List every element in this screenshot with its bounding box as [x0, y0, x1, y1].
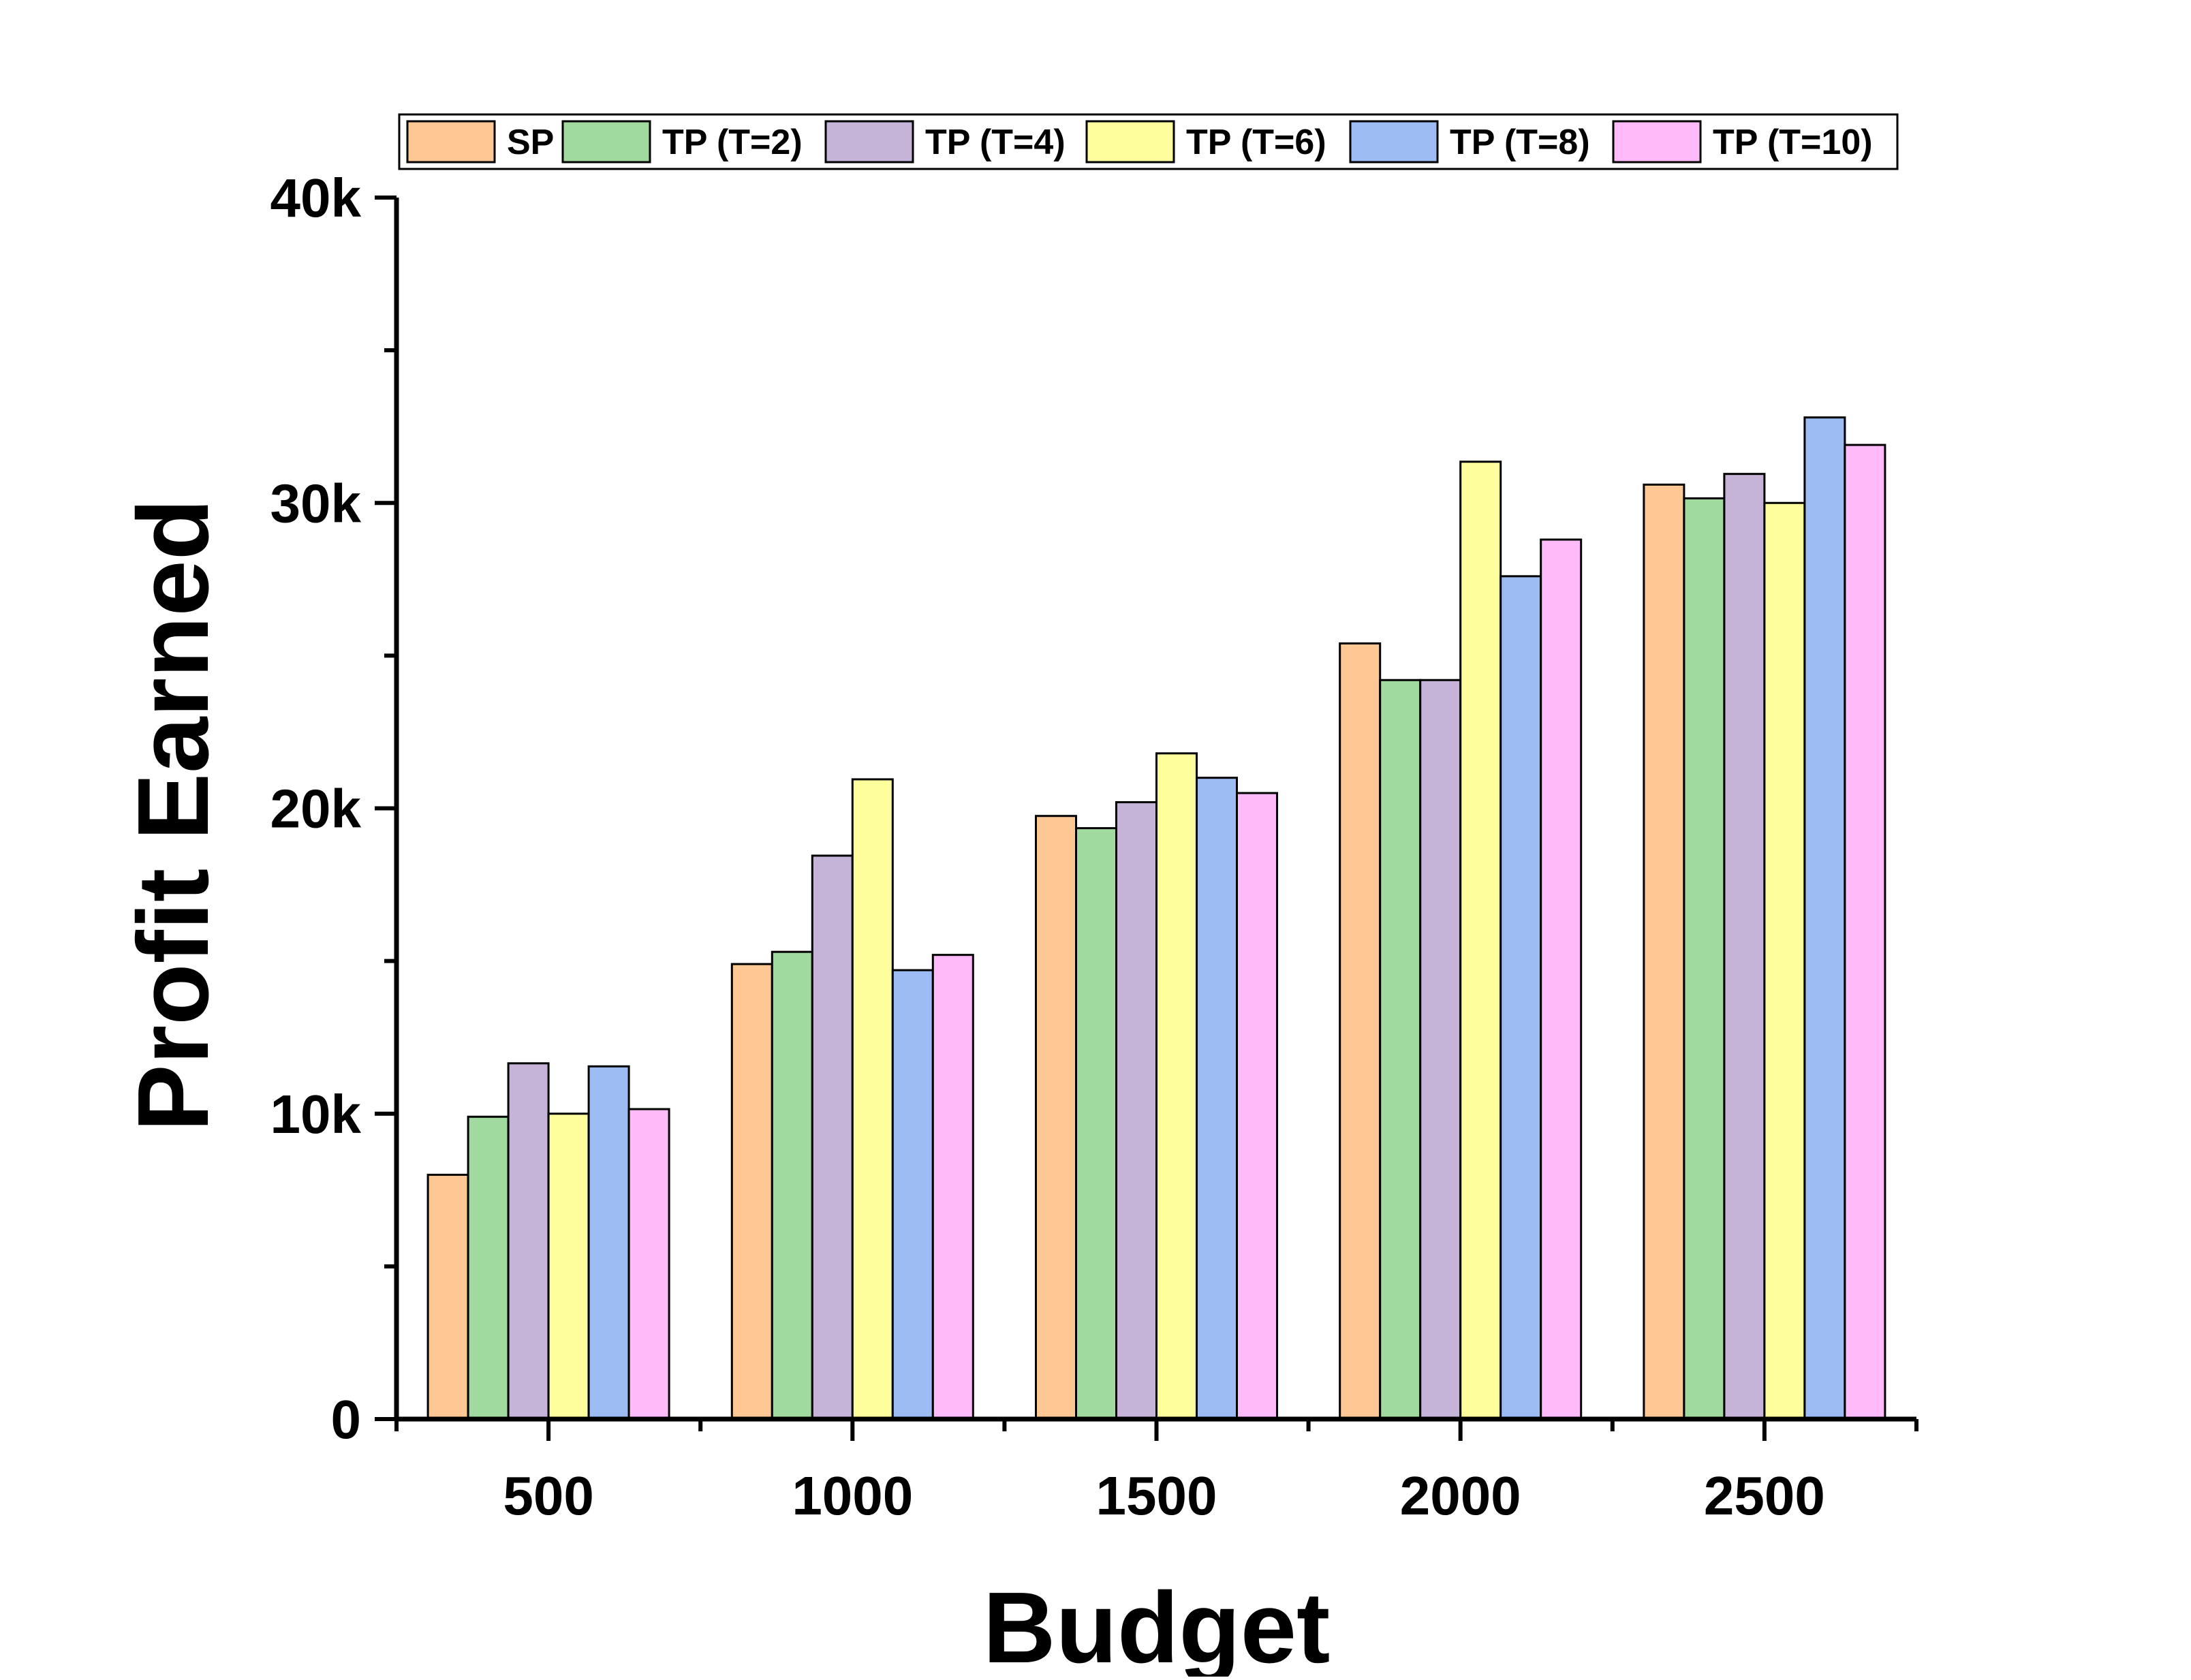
- bar-sp-1000: [730, 963, 773, 1420]
- bar-tp-t-8-2000: [1499, 575, 1542, 1420]
- legend-label-tp-t-6: TP (T=6): [1186, 123, 1326, 162]
- bar-tp-t-4-2000: [1419, 679, 1462, 1420]
- x-tick-label: 500: [503, 1465, 593, 1526]
- bar-sp-2000: [1339, 642, 1382, 1420]
- y-tick-label: 10k: [270, 1084, 362, 1145]
- legend-swatch-sp: [406, 120, 496, 164]
- bar-tp-t-10-2000: [1540, 538, 1583, 1420]
- bar-tp-t-8-1000: [891, 969, 934, 1420]
- bar-tp-t-4-1500: [1115, 801, 1157, 1420]
- legend-label-tp-t-10: TP (T=10): [1713, 123, 1873, 162]
- bar-sp-1500: [1035, 815, 1077, 1420]
- bar-tp-t-2-1000: [771, 950, 813, 1420]
- bar-tp-t-6-2000: [1459, 461, 1502, 1420]
- bar-tp-t-4-2500: [1723, 473, 1766, 1420]
- bar-sp-500: [426, 1173, 469, 1420]
- legend-swatch-tp-t-8: [1349, 120, 1439, 164]
- y-axis-title: Profit Earned: [117, 499, 230, 1132]
- legend-swatch-tp-t-2: [561, 120, 651, 164]
- x-tick-label: 1500: [1096, 1465, 1217, 1526]
- x-tick-label: 2500: [1704, 1465, 1825, 1526]
- bar-tp-t-8-2500: [1803, 416, 1846, 1420]
- bar-tp-t-2-500: [467, 1115, 510, 1420]
- bar-tp-t-2-2500: [1683, 497, 1726, 1420]
- bar-sp-2500: [1643, 483, 1685, 1420]
- bars-group: [426, 416, 1886, 1420]
- x-tick-label: 1000: [792, 1465, 913, 1526]
- bar-tp-t-10-2500: [1844, 444, 1886, 1420]
- bar-tp-t-6-1500: [1155, 752, 1198, 1420]
- bar-tp-t-4-500: [507, 1062, 550, 1420]
- y-tick-label: 20k: [270, 779, 362, 839]
- bar-tp-t-8-1500: [1196, 777, 1238, 1420]
- x-axis-title: Budget: [983, 1572, 1331, 1677]
- y-tick-label: 0: [331, 1389, 362, 1450]
- legend-label-tp-t-4: TP (T=4): [925, 123, 1066, 162]
- bar-tp-t-10-1500: [1236, 792, 1278, 1420]
- y-tick-label: 40k: [270, 168, 362, 228]
- bar-tp-t-10-500: [627, 1108, 670, 1420]
- legend-swatch-tp-t-4: [824, 120, 914, 164]
- bar-tp-t-6-500: [547, 1113, 590, 1420]
- legend-label-tp-t-8: TP (T=8): [1450, 123, 1590, 162]
- x-tick-label: 2000: [1400, 1465, 1521, 1526]
- legend-swatch-tp-t-6: [1085, 120, 1175, 164]
- bar-tp-t-2-2000: [1379, 679, 1422, 1420]
- legend: SP TP (T=2) TP (T=4) TP (T=6) TP (T=8) TP (T=…: [398, 113, 1899, 170]
- y-tick-label: 30k: [270, 473, 362, 533]
- legend-swatch-tp-t-10: [1612, 120, 1702, 164]
- bar-tp-t-6-1000: [851, 778, 894, 1420]
- bar-tp-t-4-1000: [811, 854, 854, 1420]
- bar-tp-t-2-1500: [1075, 827, 1117, 1420]
- legend-label-sp: SP: [507, 123, 554, 162]
- bar-tp-t-10-1000: [931, 954, 974, 1420]
- legend-label-tp-t-2: TP (T=2): [662, 123, 803, 162]
- bar-tp-t-6-2500: [1763, 501, 1806, 1420]
- bar-tp-t-8-500: [587, 1065, 630, 1420]
- ticks-group: 0 10k 20k 30k 40k 500 1000 1500 2000 2500: [270, 168, 1918, 1526]
